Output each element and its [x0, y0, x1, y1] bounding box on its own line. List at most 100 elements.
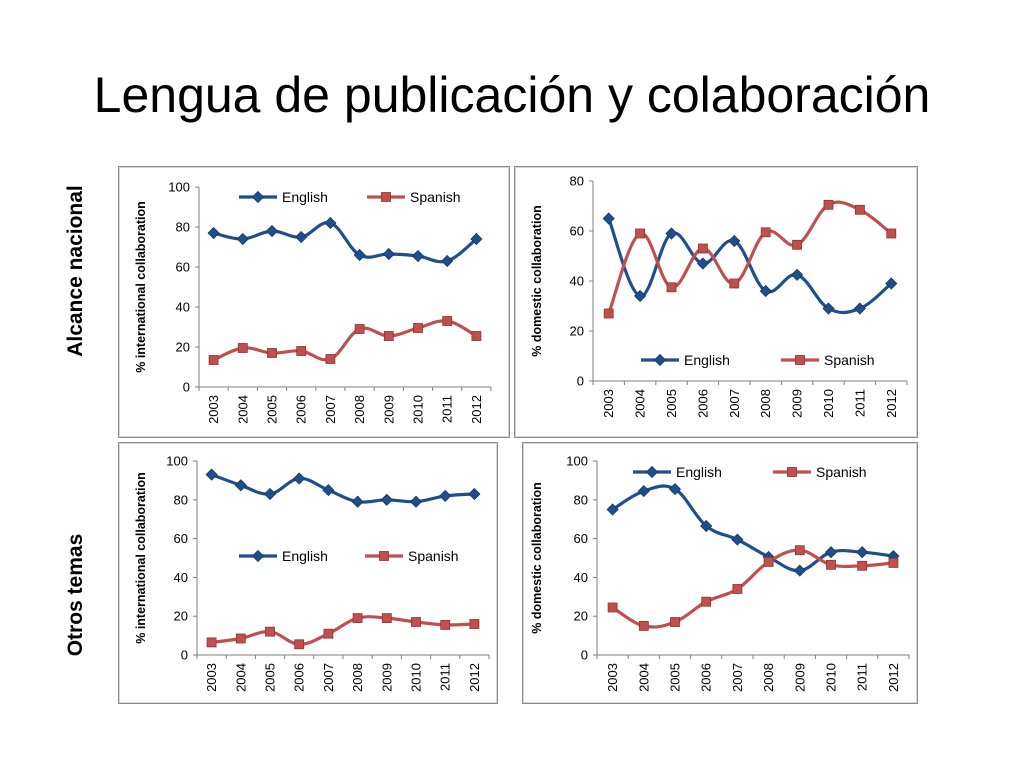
x-tick-label: 2003: [204, 663, 219, 692]
x-tick-label: 2007: [730, 663, 745, 692]
x-tick-label: 2011: [855, 663, 870, 691]
x-tick-label: 2008: [352, 395, 367, 424]
data-point-spanish: [729, 278, 740, 289]
data-point-english: [665, 227, 678, 240]
data-point-spanish: [296, 346, 307, 356]
legend-marker-english: [251, 190, 265, 204]
data-point-english: [263, 487, 277, 501]
data-point-spanish: [208, 355, 219, 365]
row-label-alcance-nacional: Alcance nacional: [64, 185, 87, 357]
data-point-spanish: [823, 199, 834, 210]
y-axis-title: % international collaboration: [134, 472, 148, 644]
x-tick-label: 2005: [664, 389, 679, 418]
data-point-spanish: [352, 613, 363, 624]
data-point-english: [236, 232, 249, 246]
data-point-spanish: [670, 617, 680, 627]
y-tick-label: 60: [174, 531, 188, 546]
x-tick-label: 2004: [633, 389, 648, 418]
legend-marker-spanish: [379, 551, 389, 561]
data-point-spanish: [354, 324, 365, 334]
y-tick-label: 0: [577, 374, 584, 389]
data-point-spanish: [886, 228, 897, 239]
legend-label-spanish: Spanish: [816, 464, 867, 480]
data-point-english: [791, 268, 804, 281]
data-point-spanish: [325, 354, 336, 364]
x-tick-label: 2011: [438, 663, 453, 691]
chart-international-alcance: 0 20 40 60 80 100 2003 2004 2005 2006 2007 2008 2009…: [134, 180, 492, 424]
data-point-english: [606, 503, 619, 516]
y-axis-title: % domestic collaboration: [530, 205, 544, 356]
data-point-spanish: [442, 316, 453, 326]
data-point-spanish: [701, 596, 712, 607]
y-tick-label: 60: [574, 531, 588, 546]
data-point-spanish: [732, 584, 743, 594]
series-line-spanish: [607, 200, 893, 316]
y-tick-label: 0: [181, 648, 188, 663]
data-point-english: [728, 234, 741, 248]
data-point-english: [637, 485, 650, 498]
y-tick-label: 60: [176, 260, 190, 275]
data-point-spanish: [792, 239, 803, 250]
y-tick-label: 60: [570, 224, 584, 239]
data-point-english: [853, 302, 866, 315]
data-point-english: [411, 249, 425, 263]
series-line-english: [212, 221, 478, 264]
data-point-spanish: [267, 348, 277, 358]
series-line-spanish: [212, 319, 478, 362]
data-point-english: [700, 519, 713, 533]
y-tick-label: 20: [176, 340, 190, 355]
data-point-spanish: [638, 620, 649, 631]
data-point-english: [353, 248, 366, 262]
x-tick-label: 2012: [469, 395, 484, 424]
data-point-spanish: [666, 282, 677, 293]
y-tick-label: 80: [574, 492, 588, 507]
data-point-spanish: [854, 204, 865, 215]
y-tick-label: 0: [581, 648, 588, 663]
legend-label-english: English: [282, 548, 328, 564]
data-point-english: [856, 546, 869, 559]
data-point-english: [885, 277, 898, 290]
x-tick-label: 2012: [884, 389, 899, 418]
x-tick-label: 2011: [440, 395, 455, 423]
legend-label-english: English: [684, 352, 730, 368]
chart-panel-domestic-otros: 0 20 40 60 80 100 2003 2004 2005 2006 2007 2008 2009…: [522, 442, 918, 704]
x-tick-label: 2005: [265, 395, 280, 424]
x-tick-label: 2010: [411, 395, 426, 424]
x-tick-label: 2009: [792, 663, 807, 692]
data-point-spanish: [857, 560, 868, 571]
y-axis-title: % international collaboration: [134, 201, 148, 373]
data-point-spanish: [603, 308, 614, 319]
x-tick-label: 2006: [292, 663, 307, 692]
y-tick-label: 80: [174, 492, 188, 507]
data-point-english: [668, 483, 682, 496]
data-point-english: [205, 468, 218, 481]
y-tick-label: 40: [570, 274, 584, 289]
x-tick-label: 2007: [321, 663, 336, 692]
data-point-spanish: [265, 626, 275, 637]
y-tick-label: 0: [183, 380, 190, 395]
y-axis-title: % domestic collaboration: [530, 482, 544, 633]
x-tick-label: 2005: [668, 663, 683, 692]
data-point-english: [822, 302, 835, 315]
y-tick-label: 20: [570, 324, 584, 339]
data-point-spanish: [760, 227, 771, 238]
data-point-english: [824, 546, 838, 559]
data-point-english: [696, 257, 709, 270]
data-point-spanish: [440, 619, 451, 630]
data-point-english: [602, 212, 615, 225]
data-point-spanish: [469, 619, 480, 629]
chart-panel-domestic-alcance: 0 20 40 60 80 2003 2004 2005 2006 2007 2008 2009 201…: [514, 166, 918, 438]
x-tick-label: 2003: [206, 395, 221, 424]
data-point-english: [351, 495, 364, 508]
y-tick-label: 40: [174, 570, 188, 585]
x-tick-label: 2009: [379, 663, 394, 692]
x-tick-label: 2010: [824, 663, 839, 692]
data-point-english: [759, 284, 772, 298]
y-tick-label: 20: [574, 609, 588, 624]
data-point-english: [295, 230, 308, 244]
data-point-spanish: [381, 613, 392, 624]
x-tick-label: 2012: [467, 663, 482, 692]
data-point-english: [634, 289, 647, 303]
x-tick-label: 2010: [821, 389, 836, 418]
data-point-spanish: [826, 559, 836, 570]
